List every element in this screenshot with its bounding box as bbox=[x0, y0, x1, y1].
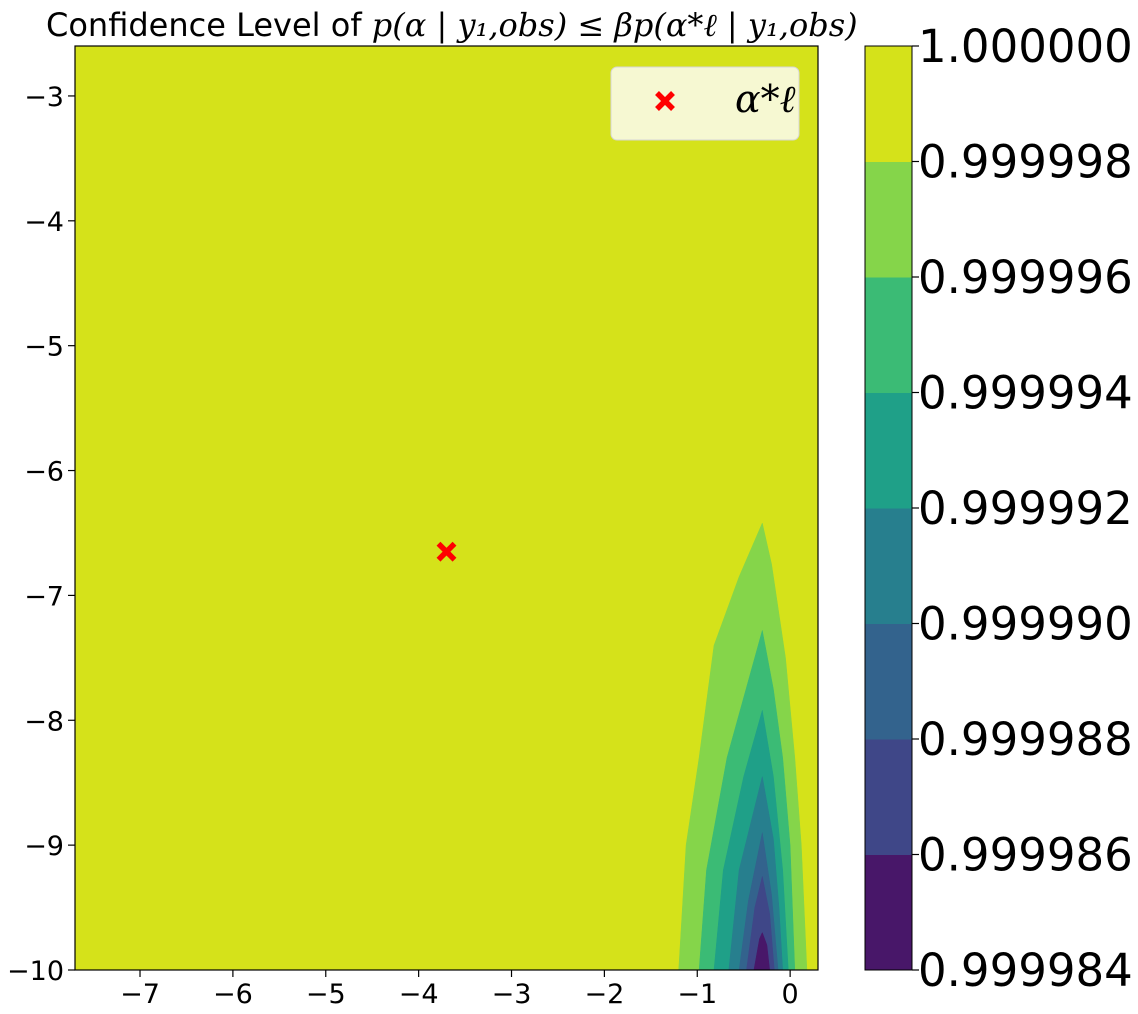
x-tick-label: −2 bbox=[584, 979, 624, 1010]
colorbar-tick-label: 0.999984 bbox=[918, 944, 1133, 997]
legend-box bbox=[610, 66, 800, 141]
y-tick-label: −3 bbox=[24, 82, 64, 113]
colorbar-tick-label: 1.000000 bbox=[918, 20, 1133, 73]
colorbar-band bbox=[865, 623, 912, 740]
colorbar-band bbox=[865, 161, 912, 278]
y-tick-label: −6 bbox=[24, 457, 64, 488]
colorbar-band bbox=[865, 46, 912, 162]
x-tick-label: 0 bbox=[782, 979, 799, 1010]
colorbar-tick-label: 0.999988 bbox=[918, 713, 1133, 766]
x-tick-label: −1 bbox=[677, 979, 717, 1010]
marker-layer bbox=[436, 541, 457, 562]
y-tick-label: −5 bbox=[24, 332, 64, 363]
colorbar-band bbox=[865, 277, 912, 393]
colorbar-band bbox=[865, 854, 912, 971]
x-axis: −7 −6 −5 −4 −3 −2 −1 0 bbox=[120, 970, 799, 1010]
y-tick-label: −4 bbox=[24, 207, 64, 238]
colorbar-tick-label: 0.999994 bbox=[918, 367, 1133, 420]
y-tick-label: −10 bbox=[7, 956, 64, 987]
chart-title: Confidence Level of p(α | y₁,obs) ≤ βp(α… bbox=[46, 6, 858, 44]
colorbar-tick-label: 0.999992 bbox=[918, 482, 1133, 535]
y-tick-label: −8 bbox=[24, 706, 64, 737]
legend: α*ℓ bbox=[610, 66, 800, 141]
x-tick-label: −7 bbox=[120, 979, 160, 1010]
colorbar-tick-label: 0.999998 bbox=[918, 136, 1133, 189]
colorbar-tick-label: 0.999996 bbox=[918, 251, 1133, 304]
x-tick-label: −6 bbox=[213, 979, 253, 1010]
x-tick-label: −5 bbox=[306, 979, 346, 1010]
colorbar-band bbox=[865, 739, 912, 855]
x-stroke bbox=[436, 541, 457, 562]
plot-frame bbox=[74, 45, 819, 971]
plot-area bbox=[74, 45, 819, 971]
alpha-star-marker bbox=[436, 541, 457, 562]
x-tick-label: −4 bbox=[399, 979, 439, 1010]
chart-title-math: p(α | y₁,obs) ≤ βp(α*ℓ | y₁,obs) bbox=[372, 6, 858, 44]
x-stroke bbox=[655, 91, 675, 111]
chart-title-prefix: Confidence Level of bbox=[46, 6, 372, 44]
contour-layer bbox=[678, 522, 808, 971]
y-axis: −3 −4 −5 −6 −7 −8 −9 −10 bbox=[7, 82, 75, 987]
legend-x-marker bbox=[655, 91, 675, 111]
colorbar-tick-label: 0.999986 bbox=[918, 829, 1133, 882]
x-tick-label: −3 bbox=[492, 979, 532, 1010]
colorbar-band bbox=[865, 392, 912, 509]
y-tick-label: −7 bbox=[24, 581, 64, 612]
colorbar-band bbox=[865, 508, 912, 624]
colorbar-tick-label: 0.999990 bbox=[918, 598, 1133, 651]
legend-marker-x-icon bbox=[655, 91, 675, 111]
colorbar: 1.000000 0.999998 0.999996 0.999994 0.999992… bbox=[864, 20, 1133, 997]
legend-label: α*ℓ bbox=[735, 77, 796, 121]
y-tick-label: −9 bbox=[24, 831, 64, 862]
